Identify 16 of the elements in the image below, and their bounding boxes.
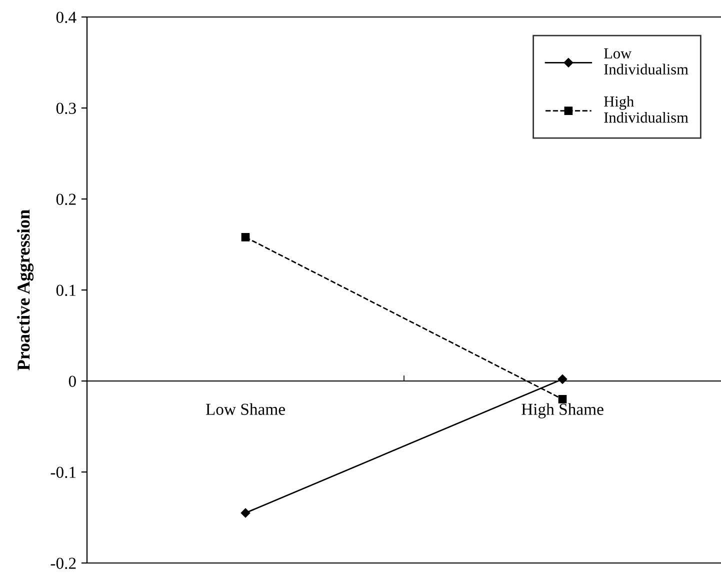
point [241, 233, 250, 242]
y-tick-label: 0.3 [56, 102, 76, 114]
point [240, 508, 250, 518]
point [558, 374, 568, 384]
y-tick-label: 0 [68, 376, 76, 387]
point [558, 395, 567, 404]
y-axis-title: Proactive Aggression [17, 210, 34, 370]
x-tick-label: High Shame [522, 403, 604, 418]
legend-label: Low Individualism [604, 48, 688, 75]
y-tick-label: -0.2 [50, 558, 76, 570]
legend-label: High Individualism [604, 96, 688, 123]
y-tick-label: 0.1 [56, 284, 76, 296]
y-tick-label: 0.4 [56, 12, 76, 24]
y-tick-label: 0.2 [56, 194, 76, 206]
y-tick-label: -0.1 [50, 466, 76, 478]
x-tick-label: Low Shame [206, 403, 285, 415]
